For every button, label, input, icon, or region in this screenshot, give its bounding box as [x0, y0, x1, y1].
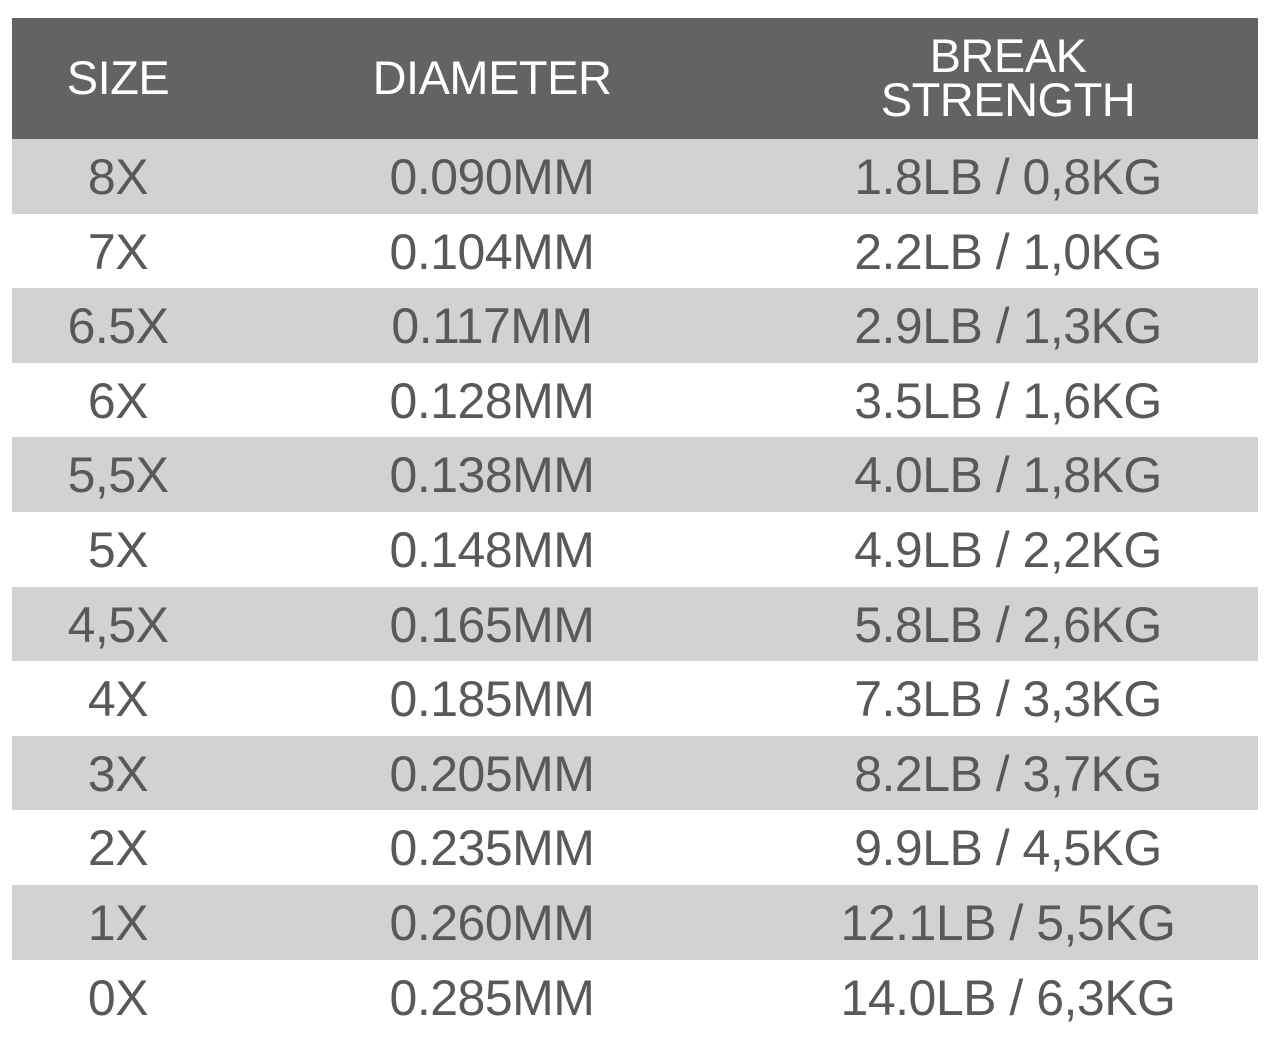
cell-diameter: 0.260MM — [389, 894, 595, 951]
cell-size: 3X — [87, 745, 149, 802]
cell-diameter: 0.285MM — [389, 969, 595, 1026]
cell-diameter: 0.185MM — [389, 671, 595, 728]
cell-diameter: 0.128MM — [389, 372, 595, 429]
cell-size: 6X — [87, 372, 149, 429]
table-header: SIZE DIAMETER BREAK STRENGTH — [12, 18, 1258, 139]
cell-diameter: 0.235MM — [389, 820, 595, 877]
spec-table: SIZE DIAMETER BREAK STRENGTH 8X 0.090MM 1.… — [12, 18, 1258, 1034]
table-row: 4X 0.185MM 7.3LB / 3,3KG — [12, 661, 1258, 736]
cell-size: 6.5X — [67, 298, 169, 355]
table-row: 7X 0.104MM 2.2LB / 1,0KG — [12, 214, 1258, 289]
cell-break-strength: 1.8LB / 0,8KG — [854, 149, 1162, 205]
cell-size: 0X — [87, 969, 149, 1026]
cell-break-strength: 4.9LB / 2,2KG — [854, 521, 1162, 578]
table-row: 5,5X 0.138MM 4.0LB / 1,8KG — [12, 437, 1258, 512]
cell-size: 4X — [87, 671, 149, 728]
cell-break-strength: 4.0LB / 1,8KG — [854, 447, 1162, 504]
table-row: 6X 0.128MM 3.5LB / 1,6KG — [12, 363, 1258, 438]
cell-break-strength: 5.8LB / 2,6KG — [854, 596, 1162, 653]
table-row: 1X 0.260MM 12.1LB / 5,5KG — [12, 884, 1258, 960]
cell-size: 5,5X — [67, 447, 169, 504]
cell-diameter: 0.104MM — [389, 223, 595, 280]
table-body: 8X 0.090MM 1.8LB / 0,8KG 7X 0.104MM 2.2LB / 1… — [12, 139, 1258, 1034]
cell-break-strength: 9.9LB / 4,5KG — [854, 820, 1162, 877]
cell-break-strength: 12.1LB / 5,5KG — [840, 894, 1176, 951]
table-row: 5X 0.148MM 4.9LB / 2,2KG — [12, 512, 1258, 587]
header-diameter: DIAMETER — [372, 51, 612, 104]
cell-size: 4,5X — [67, 596, 169, 653]
cell-size: 5X — [87, 521, 149, 578]
cell-diameter: 0.205MM — [389, 745, 595, 802]
cell-size: 1X — [87, 894, 149, 951]
table-row: 8X 0.090MM 1.8LB / 0,8KG — [12, 139, 1258, 214]
cell-break-strength: 3.5LB / 1,6KG — [854, 372, 1162, 429]
cell-diameter: 0.090MM — [389, 149, 595, 205]
table-row: 0X 0.285MM 14.0LB / 6,3KG — [12, 960, 1258, 1035]
cell-break-strength: 7.3LB / 3,3KG — [854, 671, 1162, 728]
header-size: SIZE — [66, 51, 170, 104]
cell-diameter: 0.138MM — [389, 447, 595, 504]
cell-diameter: 0.165MM — [389, 596, 595, 653]
cell-break-strength: 2.2LB / 1,0KG — [854, 223, 1162, 280]
table-row: 6.5X 0.117MM 2.9LB / 1,3KG — [12, 288, 1258, 363]
cell-break-strength: 8.2LB / 3,7KG — [854, 745, 1162, 802]
header-break-line1: BREAK — [929, 29, 1087, 82]
header-break-line2: STRENGTH — [880, 73, 1136, 126]
cell-break-strength: 2.9LB / 1,3KG — [854, 298, 1162, 355]
cell-break-strength: 14.0LB / 6,3KG — [840, 969, 1176, 1026]
cell-diameter: 0.148MM — [389, 521, 595, 578]
cell-size: 7X — [87, 223, 149, 280]
table-row: 4,5X 0.165MM 5.8LB / 2,6KG — [12, 586, 1258, 662]
table-row: 3X 0.205MM 8.2LB / 3,7KG — [12, 735, 1258, 811]
cell-diameter: 0.117MM — [391, 298, 593, 355]
cell-size: 8X — [87, 149, 149, 205]
table-row: 2X 0.235MM 9.9LB / 4,5KG — [12, 810, 1258, 885]
cell-size: 2X — [87, 820, 149, 877]
header-break-strength: BREAK STRENGTH — [758, 32, 1258, 123]
